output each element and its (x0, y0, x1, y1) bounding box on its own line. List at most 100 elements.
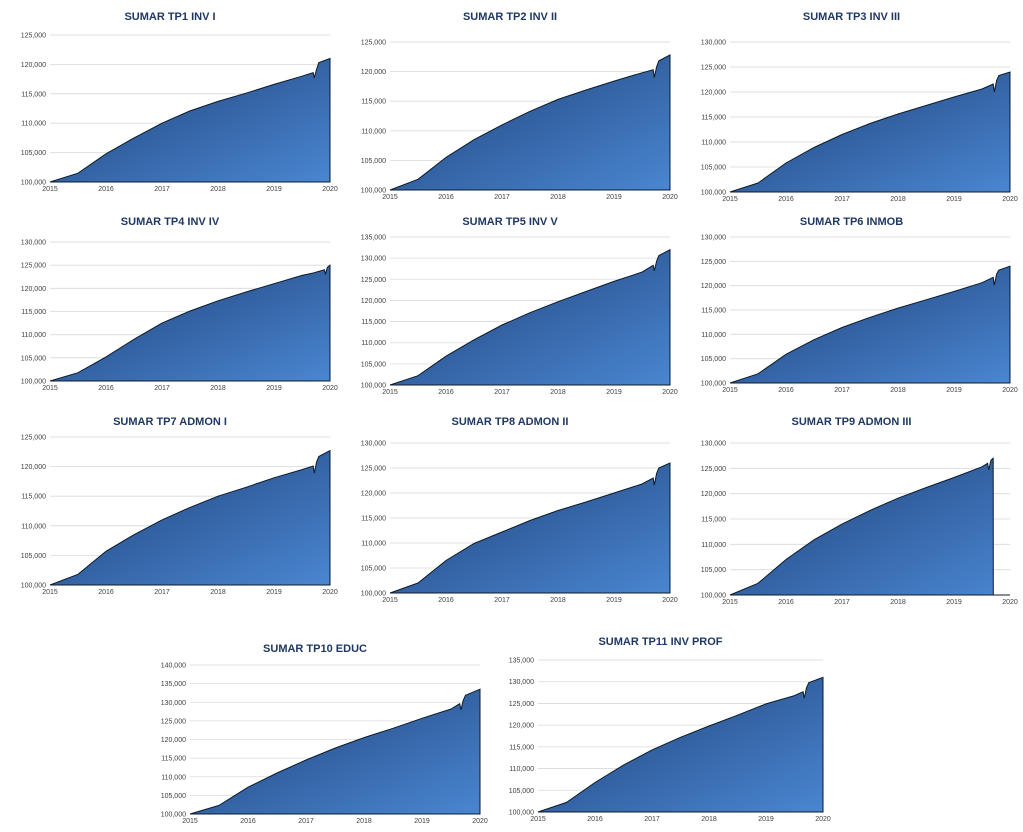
x-tick-label: 2018 (356, 818, 372, 825)
y-tick-label: 130,000 (361, 441, 386, 448)
y-tick-label: 100,000 (361, 591, 386, 598)
y-tick-label: 115,000 (361, 319, 386, 326)
y-tick-label: 125,000 (161, 718, 186, 725)
y-tick-label: 100,000 (361, 188, 386, 195)
y-tick-label: 125,000 (701, 65, 726, 72)
chart-panel-tp8: SUMAR TP8 ADMON II 100,000 105,000 110,000 1… (340, 405, 680, 610)
x-tick-label: 2016 (778, 196, 794, 203)
x-tick-label: 2015 (42, 186, 58, 193)
y-tick-label: 135,000 (361, 235, 386, 242)
x-tick-label: 2017 (154, 589, 170, 596)
x-tick-label: 2015 (382, 194, 398, 201)
x-tick-label: 2017 (154, 186, 170, 193)
x-tick-label: 2015 (382, 389, 398, 396)
y-tick-label: 105,000 (701, 356, 726, 363)
chart-panel-tp4: SUMAR TP4 INV IV 100,000 105,000 110,000 115… (0, 205, 340, 405)
y-tick-label: 125,000 (21, 33, 46, 40)
x-tick-label: 2015 (42, 589, 58, 596)
x-tick-label: 2019 (946, 387, 962, 394)
x-tick-label: 2019 (758, 816, 774, 823)
x-tick-label: 2015 (722, 599, 738, 606)
x-tick-label: 2020 (662, 389, 678, 396)
x-tick-label: 2017 (494, 389, 510, 396)
x-tick-label: 2016 (98, 589, 114, 596)
y-tick-label: 105,000 (21, 553, 46, 560)
x-tick-label: 2018 (890, 387, 906, 394)
y-tick-label: 125,000 (21, 263, 46, 270)
chart-title: SUMAR TP8 ADMON II (452, 416, 569, 428)
x-tick-label: 2016 (438, 194, 454, 201)
y-tick-label: 120,000 (361, 491, 386, 498)
x-tick-label: 2019 (266, 589, 282, 596)
y-tick-label: 105,000 (509, 788, 534, 795)
x-tick-label: 2020 (1002, 599, 1018, 606)
chart-svg: SUMAR TP7 ADMON I 100,000 105,000 110,000 11… (21, 416, 338, 596)
series-area (49, 57, 331, 183)
y-tick-label: 115,000 (21, 91, 46, 98)
y-tick-label: 115,000 (701, 517, 726, 524)
x-tick-label: 2019 (946, 196, 962, 203)
x-tick-label: 2018 (210, 385, 226, 392)
chart-svg: SUMAR TP5 INV V 100,000 105,000 110,000 115,… (361, 216, 678, 396)
y-tick-label: 110,000 (701, 542, 726, 549)
x-tick-label: 2020 (1002, 196, 1018, 203)
x-tick-label: 2015 (382, 597, 398, 604)
y-tick-label: 115,000 (509, 744, 534, 751)
x-tick-label: 2018 (550, 194, 566, 201)
y-tick-label: 100,000 (161, 812, 186, 819)
x-tick-label: 2016 (778, 387, 794, 394)
x-tick-label: 2015 (182, 818, 198, 825)
series-area (389, 54, 671, 191)
y-tick-label: 120,000 (361, 69, 386, 76)
x-tick-label: 2018 (210, 186, 226, 193)
x-tick-label: 2020 (322, 385, 338, 392)
x-tick-label: 2016 (438, 597, 454, 604)
x-tick-label: 2016 (438, 389, 454, 396)
series-area (49, 449, 331, 586)
y-tick-label: 125,000 (701, 259, 726, 266)
y-tick-label: 130,000 (21, 240, 46, 247)
x-tick-label: 2019 (606, 389, 622, 396)
x-tick-label: 2015 (42, 385, 58, 392)
x-tick-label: 2020 (662, 194, 678, 201)
chart-title: SUMAR TP9 ADMON III (792, 416, 912, 428)
y-tick-label: 130,000 (161, 700, 186, 707)
y-tick-label: 120,000 (21, 286, 46, 293)
x-tick-label: 2017 (494, 597, 510, 604)
chart-svg: SUMAR TP4 INV IV 100,000 105,000 110,000 115… (21, 216, 338, 392)
y-tick-label: 130,000 (361, 256, 386, 263)
y-tick-label: 125,000 (701, 466, 726, 473)
y-tick-label: 110,000 (21, 332, 46, 339)
y-tick-label: 105,000 (361, 361, 386, 368)
x-tick-label: 2016 (98, 385, 114, 392)
chart-title: SUMAR TP7 ADMON I (113, 416, 227, 428)
chart-panel-tp5: SUMAR TP5 INV V 100,000 105,000 110,000 115,… (340, 205, 680, 405)
chart-panel-tp1: SUMAR TP1 INV I 100,000 105,000 110,000 115,… (0, 0, 340, 205)
series-area (49, 264, 331, 382)
y-tick-label: 115,000 (161, 756, 186, 763)
y-tick-label: 110,000 (701, 332, 726, 339)
y-tick-label: 110,000 (361, 128, 386, 135)
x-tick-label: 2017 (298, 818, 314, 825)
chart-panel-tp9: SUMAR TP9 ADMON III 100,000 105,000 110,000… (680, 405, 1023, 610)
y-tick-label: 100,000 (21, 180, 46, 187)
series-area (729, 457, 1010, 596)
series-area (389, 248, 671, 386)
y-tick-label: 130,000 (701, 235, 726, 242)
y-tick-label: 105,000 (21, 150, 46, 157)
y-tick-label: 125,000 (361, 277, 386, 284)
chart-svg: SUMAR TP1 INV I 100,000 105,000 110,000 115,… (21, 11, 338, 193)
y-tick-label: 115,000 (21, 309, 46, 316)
y-tick-label: 120,000 (701, 491, 726, 498)
y-tick-label: 100,000 (361, 383, 386, 390)
x-tick-label: 2015 (722, 387, 738, 394)
chart-svg: SUMAR TP10 EDUC 100,000 105,000 110,000 115,… (161, 643, 488, 825)
x-tick-label: 2019 (606, 194, 622, 201)
series-area (729, 265, 1011, 384)
x-tick-label: 2018 (210, 589, 226, 596)
chart-title: SUMAR TP2 INV II (463, 11, 557, 23)
x-tick-label: 2020 (1002, 387, 1018, 394)
x-tick-label: 2017 (834, 599, 850, 606)
x-tick-label: 2015 (530, 816, 546, 823)
chart-panel-tp7: SUMAR TP7 ADMON I 100,000 105,000 110,000 11… (0, 405, 340, 610)
